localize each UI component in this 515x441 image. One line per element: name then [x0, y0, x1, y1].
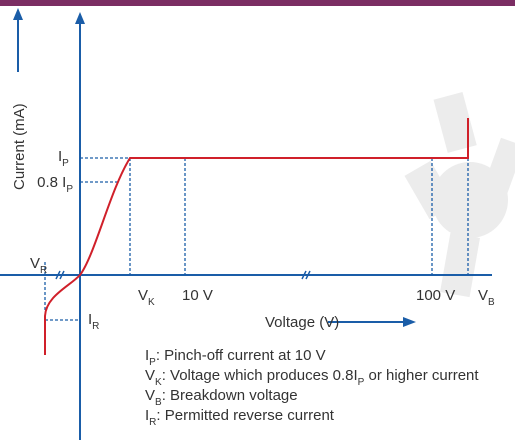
text-part: : Voltage which produces 0.8I — [162, 367, 358, 384]
label-v10: 10 V — [182, 287, 213, 304]
subscript: R — [149, 417, 156, 428]
text-part: V — [145, 387, 155, 404]
diagram: Current (mA) Voltage (V) IP0.8 IPVRVK10 … — [0, 0, 515, 441]
subscript: P — [62, 158, 69, 169]
subscript: B — [488, 297, 495, 308]
text-part: 10 V — [182, 287, 213, 304]
subscript: K — [148, 297, 155, 308]
subscript: P — [66, 184, 73, 195]
text-part: 0.8 I — [37, 174, 66, 191]
subscript: R — [40, 265, 47, 276]
text-part: : Permitted reverse current — [156, 407, 334, 424]
text-part: : Breakdown voltage — [162, 387, 298, 404]
x-axis-label: Voltage (V) — [265, 314, 339, 331]
text-part: V — [478, 287, 488, 304]
text-part: or higher current — [364, 367, 479, 384]
text-part: V — [138, 287, 148, 304]
text-part: V — [30, 255, 40, 272]
top-bar — [0, 0, 515, 6]
text-part: 100 V — [416, 287, 455, 304]
y-axis-label: Current (mA) — [11, 103, 28, 190]
text-part: V — [145, 367, 155, 384]
subscript: R — [92, 321, 99, 332]
text-part: : Pinch-off current at 10 V — [156, 347, 326, 364]
label-v100: 100 V — [416, 287, 455, 304]
